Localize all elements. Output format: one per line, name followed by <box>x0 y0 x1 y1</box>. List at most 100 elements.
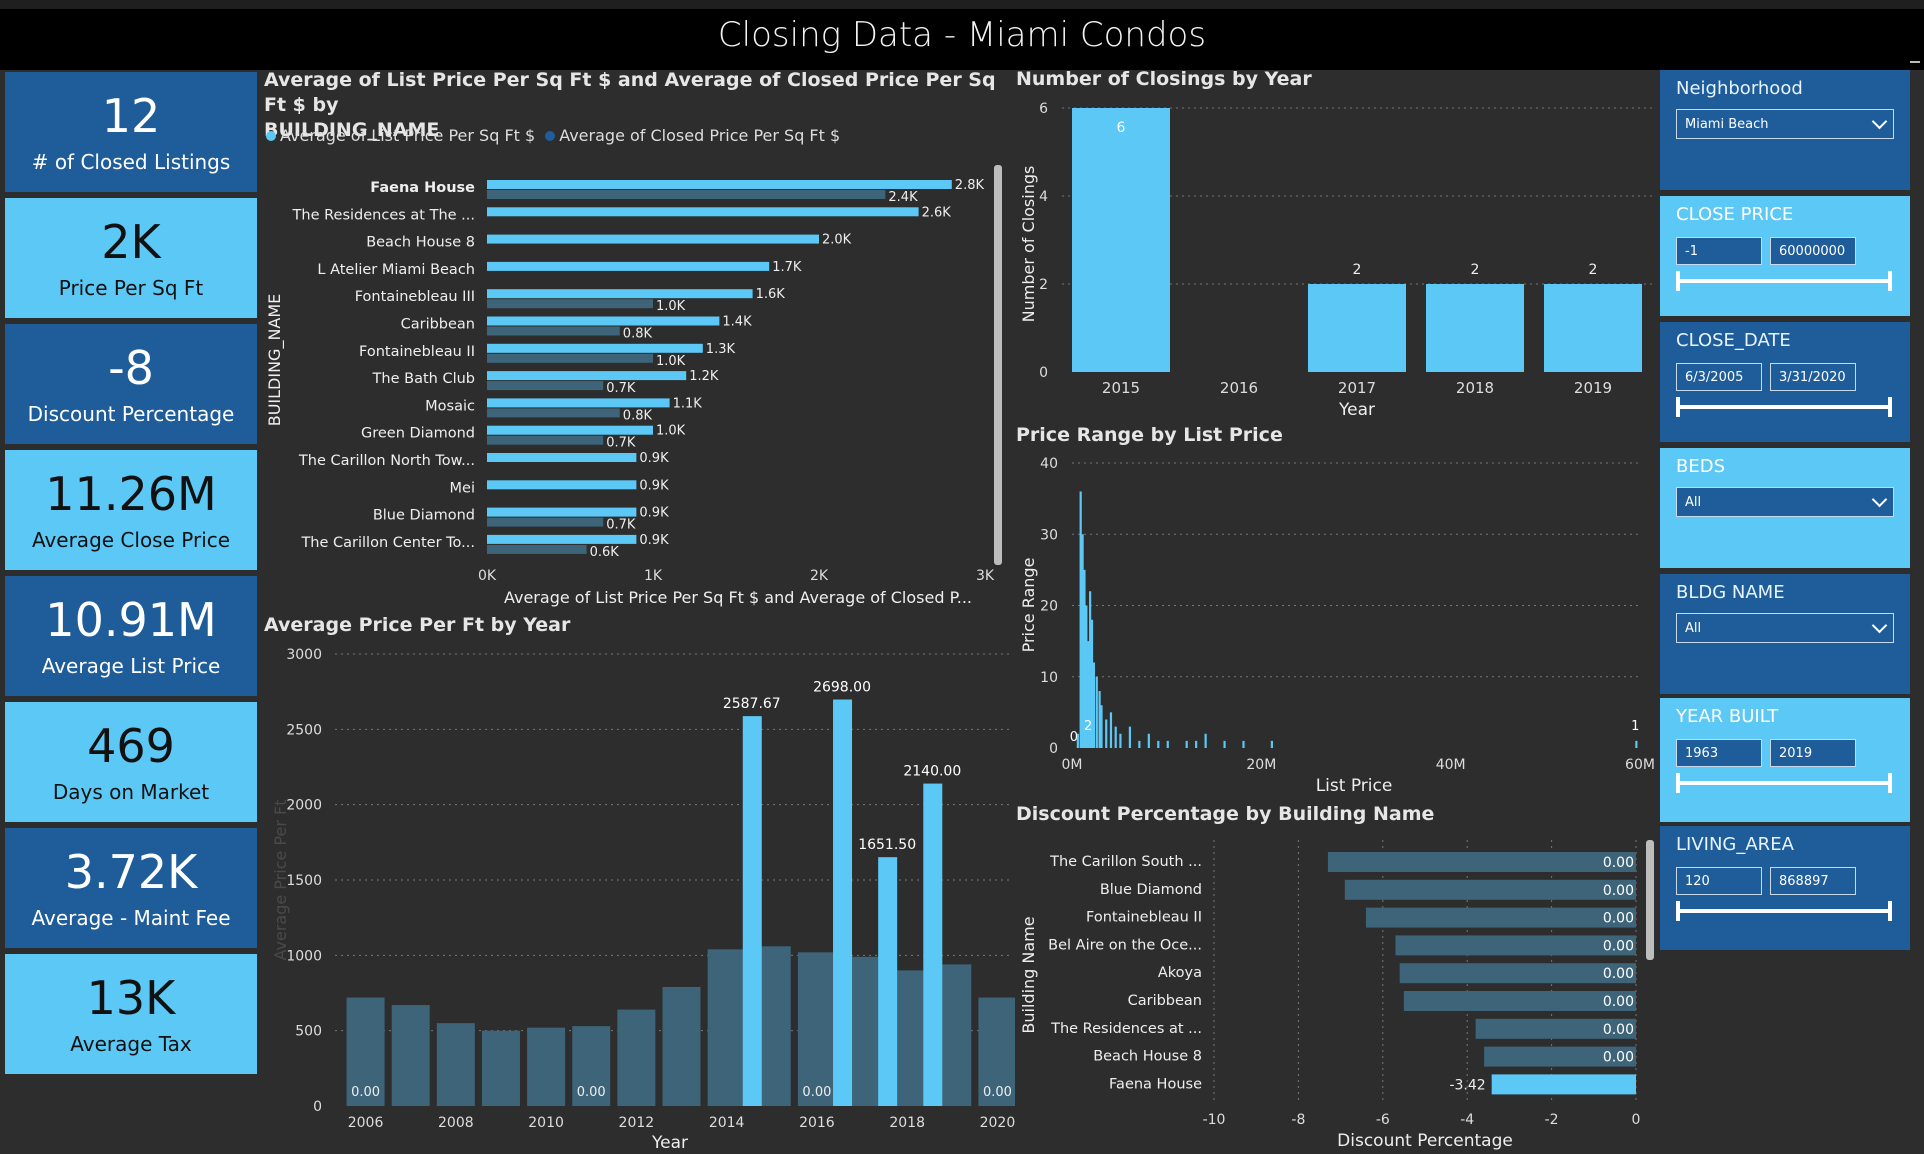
kpi-value: 11.26M <box>45 467 217 521</box>
slicer-neighborhood-title: Neighborhood <box>1676 78 1803 99</box>
closed-price-label: 1.0K <box>656 299 686 314</box>
histogram-bar <box>1157 740 1160 748</box>
chart2-bar[interactable]: 0 2 4 6 Number of Closings 6 2015 2016 2 2017 2 201… <box>1012 94 1658 424</box>
category-label: Faena House <box>1109 1076 1202 1092</box>
living-area-slider[interactable] <box>1676 901 1892 921</box>
list-price-label: 1.0K <box>656 424 686 439</box>
category-label: Bel Aire on the Oce... <box>1048 937 1202 953</box>
price-per-ft-bar <box>572 1026 611 1106</box>
x-tick-label: 2014 <box>709 1115 745 1131</box>
closed-price-label: 0.7K <box>606 518 636 533</box>
kpi-card: -8 Discount Percentage <box>5 324 257 444</box>
x-tick-label: 2019 <box>1574 379 1612 397</box>
histogram-bar <box>1270 740 1273 748</box>
y-tick-label: 1000 <box>286 948 322 964</box>
close-date-end-input[interactable]: 3/31/2020 <box>1770 363 1856 391</box>
x-tick-label: 0 <box>1632 1112 1641 1128</box>
histogram-bar <box>1081 534 1084 748</box>
closings-label: 2 <box>1589 262 1598 278</box>
neighborhood-dropdown[interactable]: Miami Beach <box>1676 109 1894 139</box>
year-built-slider[interactable] <box>1676 773 1892 793</box>
histogram-bar <box>1087 641 1090 748</box>
slicer-living-area: LIVING_AREA 120 868897 <box>1660 826 1910 950</box>
y-tick-label: 3000 <box>286 647 322 663</box>
x-tick-label: -2 <box>1545 1112 1559 1128</box>
legend-item-list[interactable]: Average of List Price Per Sq Ft $ <box>266 126 535 145</box>
close-price-min-input[interactable]: -1 <box>1676 237 1762 265</box>
closed-price-label: 0.7K <box>606 381 636 396</box>
close-date-slider-max-handle[interactable] <box>1888 397 1892 417</box>
slicer-beds-title: BEDS <box>1676 456 1726 477</box>
bldg-name-selected: All <box>1685 620 1702 636</box>
close-price-slider-max-handle[interactable] <box>1888 271 1892 291</box>
legend-item-closed[interactable]: Average of Closed Price Per Sq Ft $ <box>545 126 840 145</box>
kpi-card: 12 # of Closed Listings <box>5 72 257 192</box>
chart4-bar[interactable]: 0 500 1000 1500 2000 2500 3000 Average Price Pe… <box>260 640 1015 1154</box>
bldg-name-dropdown[interactable]: All <box>1676 613 1894 643</box>
category-label: Fontainebleau II <box>359 344 475 360</box>
y-tick-label: 20 <box>1040 599 1058 615</box>
x-tick-label: 2016 <box>799 1115 835 1131</box>
close-date-slider[interactable] <box>1676 397 1892 417</box>
living-area-min-input[interactable]: 120 <box>1676 867 1762 895</box>
closed-price-bar <box>487 299 653 309</box>
kpi-card: 2K Price Per Sq Ft <box>5 198 257 318</box>
kpi-value: 469 <box>87 719 175 773</box>
price-per-ft-bar <box>978 997 1015 1106</box>
category-label: The Residences at ... <box>1050 1021 1202 1037</box>
discount-label: 0.00 <box>1603 1022 1634 1038</box>
close-price-slider[interactable] <box>1676 271 1892 291</box>
histogram-bar <box>1095 676 1098 748</box>
slicer-year-built: YEAR BUILT 1963 2019 <box>1660 698 1910 822</box>
slicer-close-price-title: CLOSE PRICE <box>1676 204 1794 225</box>
discount-label: 0.00 <box>1603 994 1634 1010</box>
x-tick-label: 2K <box>810 568 829 584</box>
category-label: The Carillon North Tow... <box>298 453 475 469</box>
category-label: Fontainebleau II <box>1086 910 1202 926</box>
histogram-bar <box>1223 740 1226 748</box>
year-built-slider-min-handle[interactable] <box>1676 773 1680 793</box>
kpi-value: 12 <box>101 89 161 143</box>
closed-price-bar <box>487 190 886 199</box>
close-date-slider-min-handle[interactable] <box>1676 397 1680 417</box>
price-per-ft-bar <box>346 997 385 1106</box>
histogram-bar <box>1083 569 1086 748</box>
y-axis-title: Price Range <box>1019 558 1038 653</box>
histogram-bar <box>1100 705 1103 748</box>
histogram-label: 0 <box>1070 730 1078 745</box>
year-built-slider-max-handle[interactable] <box>1888 773 1892 793</box>
x-tick-label: 0K <box>478 568 497 584</box>
chart5-scrollbar[interactable] <box>1646 840 1654 960</box>
chart5-hbar[interactable]: -10 -8 -6 -4 -2 0 Discount Percentage Building … <box>1012 830 1658 1154</box>
x-tick-label: 40M <box>1436 757 1466 773</box>
chart1-scrollbar[interactable] <box>994 165 1002 565</box>
slicer-year-built-title: YEAR BUILT <box>1676 706 1779 727</box>
chart1-legend[interactable]: Average of List Price Per Sq Ft $ Averag… <box>266 126 840 145</box>
close-price-max-input[interactable]: 60000000 <box>1770 237 1856 265</box>
price-per-ft-highlight-bar <box>923 783 943 1106</box>
living-area-slider-max-handle[interactable] <box>1888 901 1892 921</box>
year-built-min-input[interactable]: 1963 <box>1676 739 1762 767</box>
y-tick-label: 40 <box>1040 456 1058 472</box>
year-built-max-input[interactable]: 2019 <box>1770 739 1856 767</box>
x-tick-label: 2012 <box>619 1115 655 1131</box>
category-label: Akoya <box>1158 965 1202 981</box>
closed-price-label: 0.8K <box>623 327 653 342</box>
close-price-slider-min-handle[interactable] <box>1676 271 1680 291</box>
price-per-ft-highlight-label: 1651.50 <box>858 837 916 853</box>
list-price-label: 0.9K <box>639 533 669 548</box>
price-per-ft-bar <box>391 1005 430 1106</box>
x-tick-label: 2006 <box>348 1115 384 1131</box>
price-per-ft-highlight-label: 2698.00 <box>813 680 871 696</box>
y-tick-label: 10 <box>1040 670 1058 686</box>
histogram-bar <box>1119 733 1122 748</box>
living-area-slider-min-handle[interactable] <box>1676 901 1680 921</box>
close-date-start-input[interactable]: 6/3/2005 <box>1676 363 1762 391</box>
list-price-bar <box>487 425 653 435</box>
price-per-ft-label: 0.00 <box>351 1085 380 1100</box>
living-area-max-input[interactable]: 868897 <box>1770 867 1856 895</box>
beds-dropdown[interactable]: All <box>1676 487 1894 517</box>
discount-label: 0.00 <box>1603 883 1634 899</box>
